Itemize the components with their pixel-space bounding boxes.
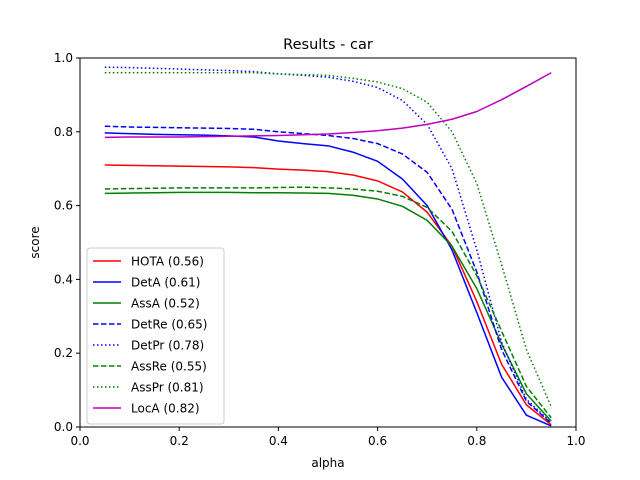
x-tick-label: 0.4 — [269, 434, 288, 448]
series-line-5 — [104, 186, 552, 419]
series-line-0 — [104, 164, 552, 426]
series-layer — [104, 66, 552, 427]
x-tick-label: 1.0 — [566, 434, 585, 448]
legend-label-6: AssPr (0.81) — [131, 381, 204, 395]
y-tick-label: 0.4 — [54, 272, 73, 286]
plot-frame — [79, 57, 577, 428]
x-tick-label: 0.6 — [368, 434, 387, 448]
legend-label-2: AssA (0.52) — [131, 297, 200, 311]
legend: HOTA (0.56) DetA (0.61) AssA (0.52) DetRe (… — [86, 247, 225, 425]
series-line-2 — [104, 191, 552, 422]
series-line-7 — [104, 72, 552, 139]
x-tick-label: 0.2 — [170, 434, 189, 448]
y-axis-label: score — [28, 226, 42, 258]
legend-label-1: DetA (0.61) — [131, 276, 200, 290]
ticks-layer: 0.0 0.2 0.4 0.6 0.8 1.0 0.0 0.2 0.4 0.6 0.8 1.0 — [54, 51, 586, 448]
legend-label-5: AssRe (0.55) — [131, 360, 207, 374]
legend-label-7: LocA (0.82) — [131, 402, 200, 416]
legend-label-4: DetPr (0.78) — [131, 339, 204, 353]
legend-label-3: DetRe (0.65) — [131, 318, 207, 332]
y-tick-label: 0.6 — [54, 199, 73, 213]
x-axis-label: alpha — [311, 456, 344, 470]
y-tick-label: 0.8 — [54, 125, 73, 139]
chart-title: Results - car — [283, 37, 373, 53]
x-tick-label: 0.0 — [70, 434, 89, 448]
series-line-3 — [104, 125, 552, 424]
legend-label-0: HOTA (0.56) — [131, 255, 204, 269]
legend-box — [86, 247, 225, 425]
x-tick-label: 0.8 — [467, 434, 486, 448]
series-line-1 — [104, 132, 552, 427]
y-tick-label: 0.2 — [54, 346, 73, 360]
series-line-4 — [104, 66, 552, 424]
y-tick-label: 0.0 — [54, 420, 73, 434]
y-tick-label: 1.0 — [54, 51, 73, 65]
